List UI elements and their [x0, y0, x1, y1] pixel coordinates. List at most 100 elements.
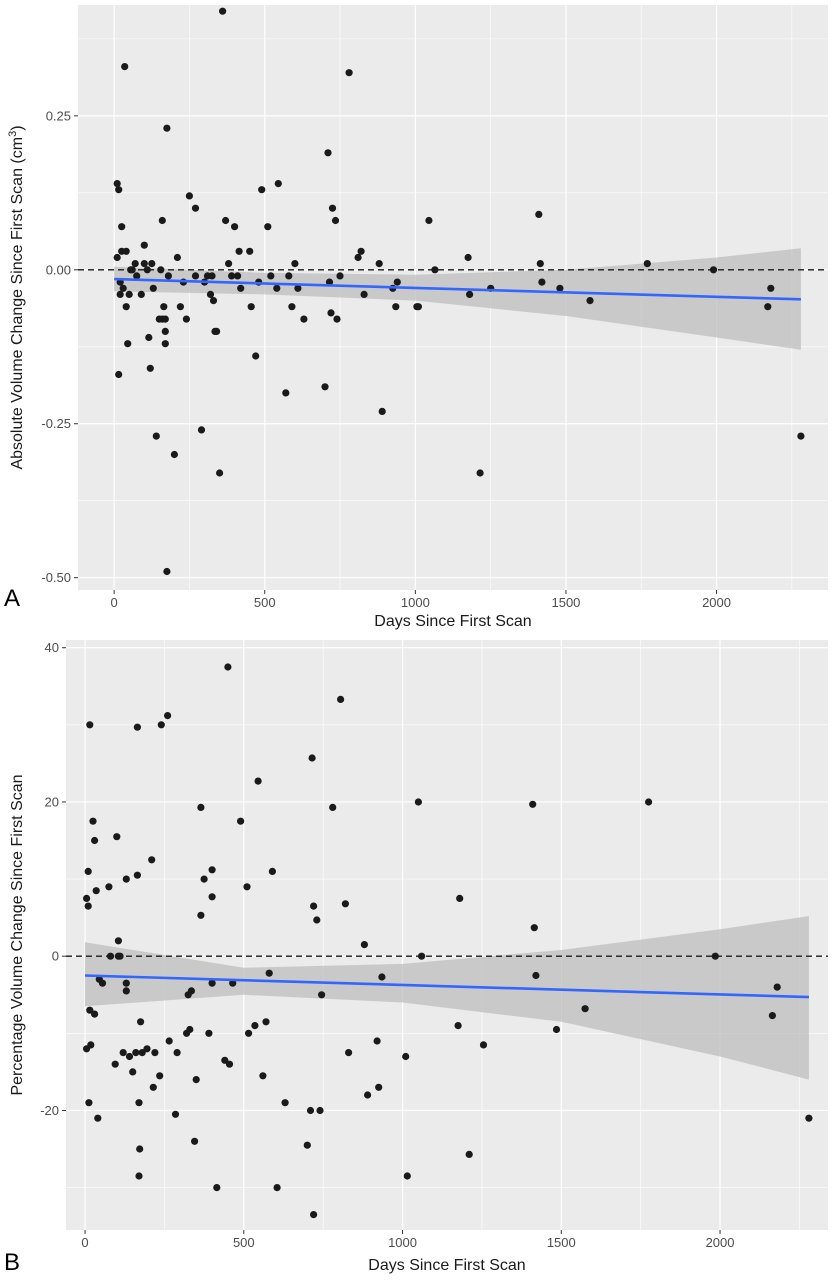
- data-point: [336, 272, 344, 280]
- data-point: [152, 432, 160, 440]
- y-tick-label: 40: [45, 640, 59, 655]
- data-point: [536, 260, 544, 268]
- data-point: [122, 979, 130, 987]
- data-point: [131, 260, 139, 268]
- data-point: [113, 180, 121, 188]
- data-point: [224, 663, 232, 671]
- confidence-ribbon: [114, 248, 801, 350]
- data-point: [254, 777, 262, 785]
- panel-b: 0 500 1000 1500 2000 -20 0 20 40 Days Since First…: [4, 640, 828, 1276]
- data-point: [243, 883, 251, 891]
- data-point: [121, 63, 129, 71]
- data-point: [711, 952, 719, 960]
- data-point: [145, 333, 153, 342]
- data-point: [135, 1099, 143, 1107]
- data-point: [235, 247, 243, 255]
- data-point: [186, 1025, 194, 1034]
- data-point: [331, 216, 340, 225]
- x-tick-label: 0: [111, 595, 118, 610]
- data-point: [403, 1172, 411, 1180]
- data-point: [246, 247, 254, 255]
- data-point: [161, 340, 169, 348]
- data-point: [124, 340, 132, 348]
- y-axis-title-superscript: 3: [7, 131, 19, 137]
- panel-label: B: [4, 1249, 20, 1276]
- x-tick-label: 1500: [551, 595, 580, 610]
- trend-line: [114, 277, 801, 301]
- data-point: [262, 1018, 270, 1026]
- data-point: [148, 260, 156, 268]
- data-point: [265, 969, 273, 977]
- confidence-ribbon: [85, 916, 809, 1080]
- data-point: [208, 272, 216, 280]
- data-point: [341, 900, 349, 908]
- y-tick-label: 0.25: [46, 108, 71, 123]
- data-point: [538, 278, 546, 286]
- data-point: [86, 721, 94, 729]
- data-point: [231, 223, 239, 231]
- data-point: [176, 303, 184, 311]
- data-point: [552, 1025, 561, 1034]
- data-point: [206, 290, 215, 298]
- y-axis-title-main: Absolute Volume Change Since First Scan …: [9, 137, 26, 470]
- data-point: [146, 364, 154, 372]
- data-point: [118, 223, 126, 231]
- data-point: [237, 817, 245, 825]
- data-point: [586, 297, 594, 305]
- data-point: [84, 867, 92, 876]
- data-point: [476, 469, 484, 477]
- data-point: [182, 315, 190, 323]
- data-point: [264, 223, 272, 231]
- data-point: [308, 754, 316, 762]
- data-point: [157, 266, 165, 274]
- data-point: [300, 315, 308, 323]
- data-point: [431, 266, 439, 274]
- data-point: [136, 1145, 144, 1153]
- data-point: [143, 266, 151, 274]
- data-point: [133, 272, 141, 280]
- data-point: [140, 241, 148, 249]
- data-point: [197, 426, 206, 434]
- data-point: [197, 803, 205, 812]
- data-point: [208, 979, 216, 987]
- data-point: [116, 290, 124, 298]
- data-point: [285, 272, 293, 280]
- data-point: [354, 253, 362, 262]
- data-point: [258, 186, 266, 194]
- panel-label: A: [4, 585, 20, 612]
- x-tick-label: 2000: [702, 595, 731, 610]
- data-point: [140, 260, 148, 268]
- x-tick-label: 0: [81, 1235, 88, 1250]
- data-point: [773, 983, 781, 991]
- data-point: [125, 1052, 134, 1061]
- data-point: [425, 216, 433, 225]
- data-point: [414, 798, 422, 806]
- data-point: [148, 856, 156, 864]
- data-point: [156, 1072, 164, 1080]
- x-axis-title: Days Since First Scan: [368, 1257, 525, 1274]
- data-point: [345, 69, 353, 77]
- data-point: [208, 893, 216, 901]
- data-point: [116, 952, 124, 960]
- data-point: [222, 216, 230, 225]
- data-point: [161, 315, 169, 323]
- data-point: [149, 284, 157, 292]
- data-point: [85, 1099, 93, 1107]
- data-point: [157, 721, 165, 729]
- y-tick-label: -0.25: [41, 416, 71, 431]
- data-point: [158, 216, 166, 225]
- data-point: [535, 210, 543, 218]
- data-point: [364, 1091, 372, 1099]
- data-point: [581, 1005, 589, 1013]
- data-point: [216, 469, 224, 477]
- data-point: [114, 937, 122, 945]
- data-point: [229, 979, 237, 987]
- data-point: [532, 971, 540, 980]
- data-point: [252, 352, 260, 360]
- data-point: [345, 1049, 353, 1057]
- data-point: [768, 1012, 777, 1020]
- data-point: [161, 327, 169, 335]
- data-point: [294, 284, 302, 292]
- data-point: [208, 866, 216, 874]
- data-point: [357, 247, 365, 255]
